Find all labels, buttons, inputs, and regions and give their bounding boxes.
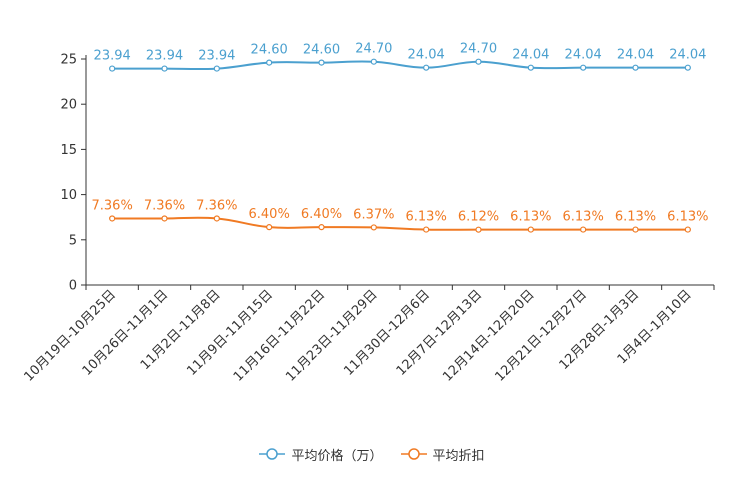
discount-line [112, 216, 688, 231]
discount-point [423, 226, 430, 233]
price-point [109, 65, 116, 72]
price-point [423, 64, 430, 71]
discount-data-label: 6.12% [458, 210, 499, 225]
x-tick-label: 12月14日-12月20日 [440, 287, 537, 384]
x-tick-label: 11月16日-11月22日 [231, 287, 328, 384]
discount-data-label: 6.13% [615, 210, 656, 225]
discount-data-label: 7.36% [92, 198, 133, 213]
discount-data-label: 6.13% [563, 210, 604, 225]
price-data-label: 24.04 [565, 48, 602, 63]
series-layer: 23.94 23.94 23.94 24.60 24.60 24.70 24.04 24.70… [92, 42, 708, 233]
y-tick-label: 25 [60, 53, 77, 68]
discount-point [213, 215, 220, 222]
price-data-label: 24.60 [251, 43, 288, 58]
discount-point [318, 224, 325, 231]
discount-data-label: 6.40% [301, 207, 342, 222]
price-data-label: 23.94 [198, 49, 235, 64]
legend: 平均价格（万） 平均折扣 [0, 444, 744, 464]
price-data-label: 24.04 [512, 48, 549, 63]
discount-data-label: 7.36% [196, 198, 237, 213]
legend-label-discount: 平均折扣 [432, 448, 485, 464]
price-line [112, 60, 688, 71]
price-data-label: 24.04 [617, 48, 654, 63]
discount-point [684, 226, 691, 233]
x-tick-label: 11月23日-11月29日 [283, 287, 380, 384]
series-price: 23.94 23.94 23.94 24.60 24.60 24.70 24.04 24.70… [94, 42, 706, 72]
x-tick-label: 10月19日-10月25日 [22, 287, 119, 384]
price-point [632, 64, 639, 71]
price-data-label: 24.60 [303, 43, 340, 58]
discount-data-label: 6.40% [249, 207, 290, 222]
discount-data-label: 6.13% [667, 210, 708, 225]
legend-swatch-price-icon [259, 448, 286, 460]
price-point [527, 64, 534, 71]
price-point [266, 59, 273, 66]
discount-point [266, 224, 273, 231]
discount-data-label: 6.13% [406, 210, 447, 225]
price-point [684, 64, 691, 71]
discount-point [632, 226, 639, 233]
x-tick-label: 12月21日-12月27日 [493, 287, 590, 384]
discount-data-label: 6.37% [353, 207, 394, 222]
price-data-label: 24.70 [460, 42, 497, 57]
price-point [161, 65, 168, 72]
series-discount: 7.36% 7.36% 7.36% 6.40% 6.40% 6.37% 6.13% 6.12%… [92, 198, 708, 233]
y-tick-label: 10 [60, 188, 77, 203]
y-tick-label: 0 [69, 279, 77, 294]
price-point [370, 58, 377, 65]
y-tick-label: 15 [60, 143, 77, 158]
legend-label-price: 平均价格（万） [291, 448, 383, 464]
legend-item-discount[interactable]: 平均折扣 [400, 445, 485, 464]
discount-point [580, 226, 587, 233]
legend-item-price[interactable]: 平均价格（万） [259, 445, 383, 464]
legend-swatch-discount-icon [400, 448, 427, 460]
price-point [475, 58, 482, 65]
discount-point [527, 226, 534, 233]
discount-point [161, 215, 168, 222]
price-data-label: 24.04 [669, 48, 706, 63]
price-data-label: 23.94 [146, 49, 183, 64]
y-tick-label: 5 [69, 233, 77, 248]
price-data-label: 23.94 [94, 49, 131, 64]
discount-point [109, 215, 116, 222]
y-tick-label: 20 [60, 98, 77, 113]
price-data-label: 24.70 [355, 42, 392, 57]
price-point [213, 65, 220, 72]
price-point [580, 64, 587, 71]
price-data-label: 24.04 [408, 48, 445, 63]
discount-point [475, 226, 482, 233]
discount-data-label: 7.36% [144, 198, 185, 213]
discount-data-label: 6.13% [510, 210, 551, 225]
discount-point [370, 224, 377, 231]
price-point [318, 59, 325, 66]
